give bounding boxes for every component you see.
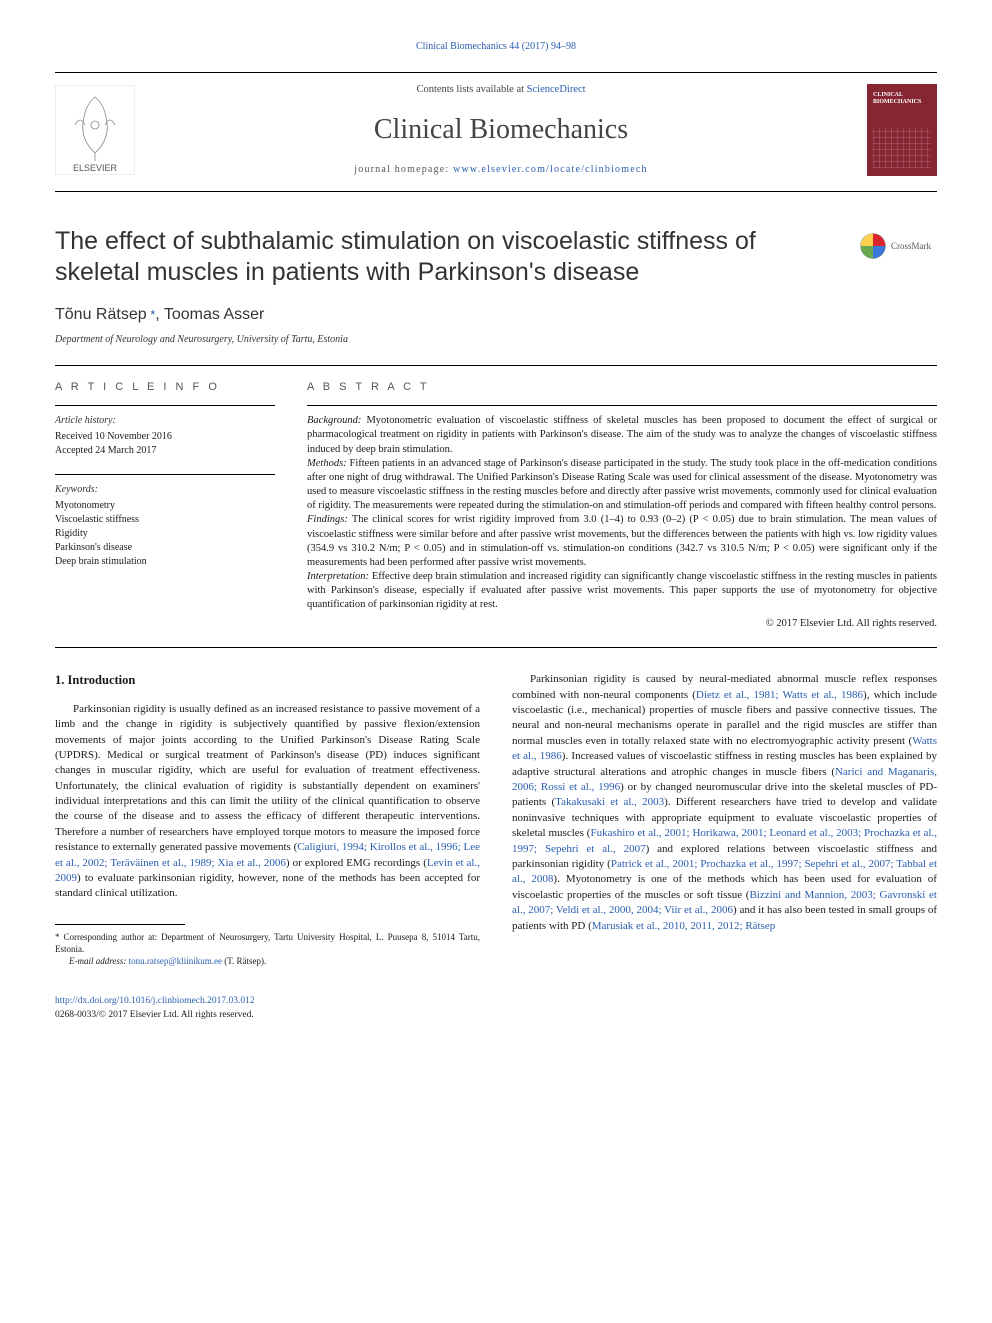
journal-homepage-link[interactable]: www.elsevier.com/locate/clinbiomech xyxy=(453,164,648,175)
p1-cont: ) or explored EMG recordings ( xyxy=(286,857,427,869)
keywords-block: Keywords: Myotonometry Viscoelastic stif… xyxy=(55,474,275,569)
section-1-heading: 1. Introduction xyxy=(55,672,480,690)
body-col-left: 1. Introduction Parkinsonian rigidity is… xyxy=(55,672,480,967)
findings-label: Findings: xyxy=(307,514,348,525)
keywords-rule xyxy=(55,474,275,475)
journal-cover-graphic xyxy=(873,128,931,168)
footnote-rule xyxy=(55,924,185,925)
background-text: Myotonometric evaluation of viscoelastic… xyxy=(307,415,937,454)
accepted-date: Accepted 24 March 2017 xyxy=(55,444,275,458)
header-rule-top xyxy=(55,72,937,73)
affiliation: Department of Neurology and Neurosurgery… xyxy=(55,333,937,347)
abstract-rule xyxy=(307,405,937,406)
intro-para-1: Parkinsonian rigidity is usually defined… xyxy=(55,702,480,902)
email-label: E-mail address: xyxy=(69,956,129,966)
abstract-copyright: © 2017 Elsevier Ltd. All rights reserved… xyxy=(307,617,937,632)
crossmark-label: CrossMark xyxy=(891,240,931,253)
citation-link[interactable]: Dietz et al., 1981; Watts et al., 1986 xyxy=(696,689,863,701)
header-rule-bottom xyxy=(55,191,937,192)
abstract-text: Background: Myotonometric evaluation of … xyxy=(307,414,937,612)
crossmark-badge[interactable]: CrossMark xyxy=(859,226,937,266)
contents-prefix: Contents lists available at xyxy=(416,84,526,95)
issn-line: 0268-0033/© 2017 Elsevier Ltd. All right… xyxy=(55,1009,937,1022)
interpretation-text: Effective deep brain stimulation and inc… xyxy=(307,571,937,610)
email-link[interactable]: tonu.ratsep@kliinikum.ee xyxy=(129,956,222,966)
elsevier-logo: ELSEVIER xyxy=(55,85,135,175)
keywords-label: Keywords: xyxy=(55,483,275,497)
author-list: Tõnu Rätsep *, Toomas Asser xyxy=(55,304,937,326)
findings-text: The clinical scores for wrist rigidity i… xyxy=(307,514,937,568)
journal-homepage-line: journal homepage: www.elsevier.com/locat… xyxy=(135,163,867,177)
article-info-col: A R T I C L E I N F O Article history: R… xyxy=(55,380,275,631)
homepage-prefix: journal homepage: xyxy=(354,164,453,175)
doi-link[interactable]: http://dx.doi.org/10.1016/j.clinbiomech.… xyxy=(55,996,255,1006)
corr-text: * Corresponding author at: Department of… xyxy=(55,931,480,955)
body-columns: 1. Introduction Parkinsonian rigidity is… xyxy=(55,672,937,967)
title-row: The effect of subthalamic stimulation on… xyxy=(55,226,937,289)
corresponding-mark[interactable]: * xyxy=(147,307,156,322)
history-label: Article history: xyxy=(55,414,275,428)
keyword-item: Viscoelastic stiffness xyxy=(55,513,275,527)
methods-label: Methods: xyxy=(307,458,347,469)
received-date: Received 10 November 2016 xyxy=(55,430,275,444)
article-info-heading: A R T I C L E I N F O xyxy=(55,380,275,395)
doi-block: http://dx.doi.org/10.1016/j.clinbiomech.… xyxy=(55,995,937,1022)
abstract-col: A B S T R A C T Background: Myotonometri… xyxy=(307,380,937,631)
info-abstract-block: A R T I C L E I N F O Article history: R… xyxy=(55,366,937,647)
p1-end: ) to evaluate parkinsonian rigidity, how… xyxy=(55,872,480,899)
article-title: The effect of subthalamic stimulation on… xyxy=(55,226,815,289)
methods-text: Fifteen patients in an advanced stage of… xyxy=(307,458,937,512)
keyword-item: Deep brain stimulation xyxy=(55,555,275,569)
journal-header: ELSEVIER Contents lists available at Sci… xyxy=(55,77,937,187)
p1-text: Parkinsonian rigidity is usually defined… xyxy=(55,703,480,854)
info-rule-bottom xyxy=(55,647,937,648)
intro-para-2: Parkinsonian rigidity is caused by neura… xyxy=(512,672,937,934)
email-suffix: (T. Rätsep). xyxy=(222,956,266,966)
background-label: Background: xyxy=(307,415,361,426)
page-container: Clinical Biomechanics 44 (2017) 94–98 EL… xyxy=(0,0,992,1052)
journal-cover-title: CLINICAL BIOMECHANICS xyxy=(873,92,931,105)
abstract-heading: A B S T R A C T xyxy=(307,380,937,395)
keyword-item: Myotonometry xyxy=(55,499,275,513)
citation-link[interactable]: Marusiak et al., 2010, 2011, 2012; Rätse… xyxy=(592,920,776,932)
author-2: , Toomas Asser xyxy=(155,306,264,323)
journal-citation-top[interactable]: Clinical Biomechanics 44 (2017) 94–98 xyxy=(55,40,937,54)
body-col-right: Parkinsonian rigidity is caused by neura… xyxy=(512,672,937,967)
citation-link[interactable]: Takakusaki et al., 2003 xyxy=(555,796,664,808)
corresponding-footnote: * Corresponding author at: Department of… xyxy=(55,931,480,967)
sciencedirect-link[interactable]: ScienceDirect xyxy=(527,84,586,95)
keyword-item: Rigidity xyxy=(55,527,275,541)
svg-text:ELSEVIER: ELSEVIER xyxy=(73,163,118,173)
interpretation-label: Interpretation: xyxy=(307,571,369,582)
sciencedirect-line: Contents lists available at ScienceDirec… xyxy=(135,83,867,98)
article-info-rule xyxy=(55,405,275,406)
keyword-item: Parkinson's disease xyxy=(55,541,275,555)
header-center: Contents lists available at ScienceDirec… xyxy=(135,83,867,177)
journal-name: Clinical Biomechanics xyxy=(135,110,867,149)
author-1: Tõnu Rätsep xyxy=(55,306,147,323)
email-line: E-mail address: tonu.ratsep@kliinikum.ee… xyxy=(55,955,480,967)
journal-cover: CLINICAL BIOMECHANICS xyxy=(867,84,937,176)
